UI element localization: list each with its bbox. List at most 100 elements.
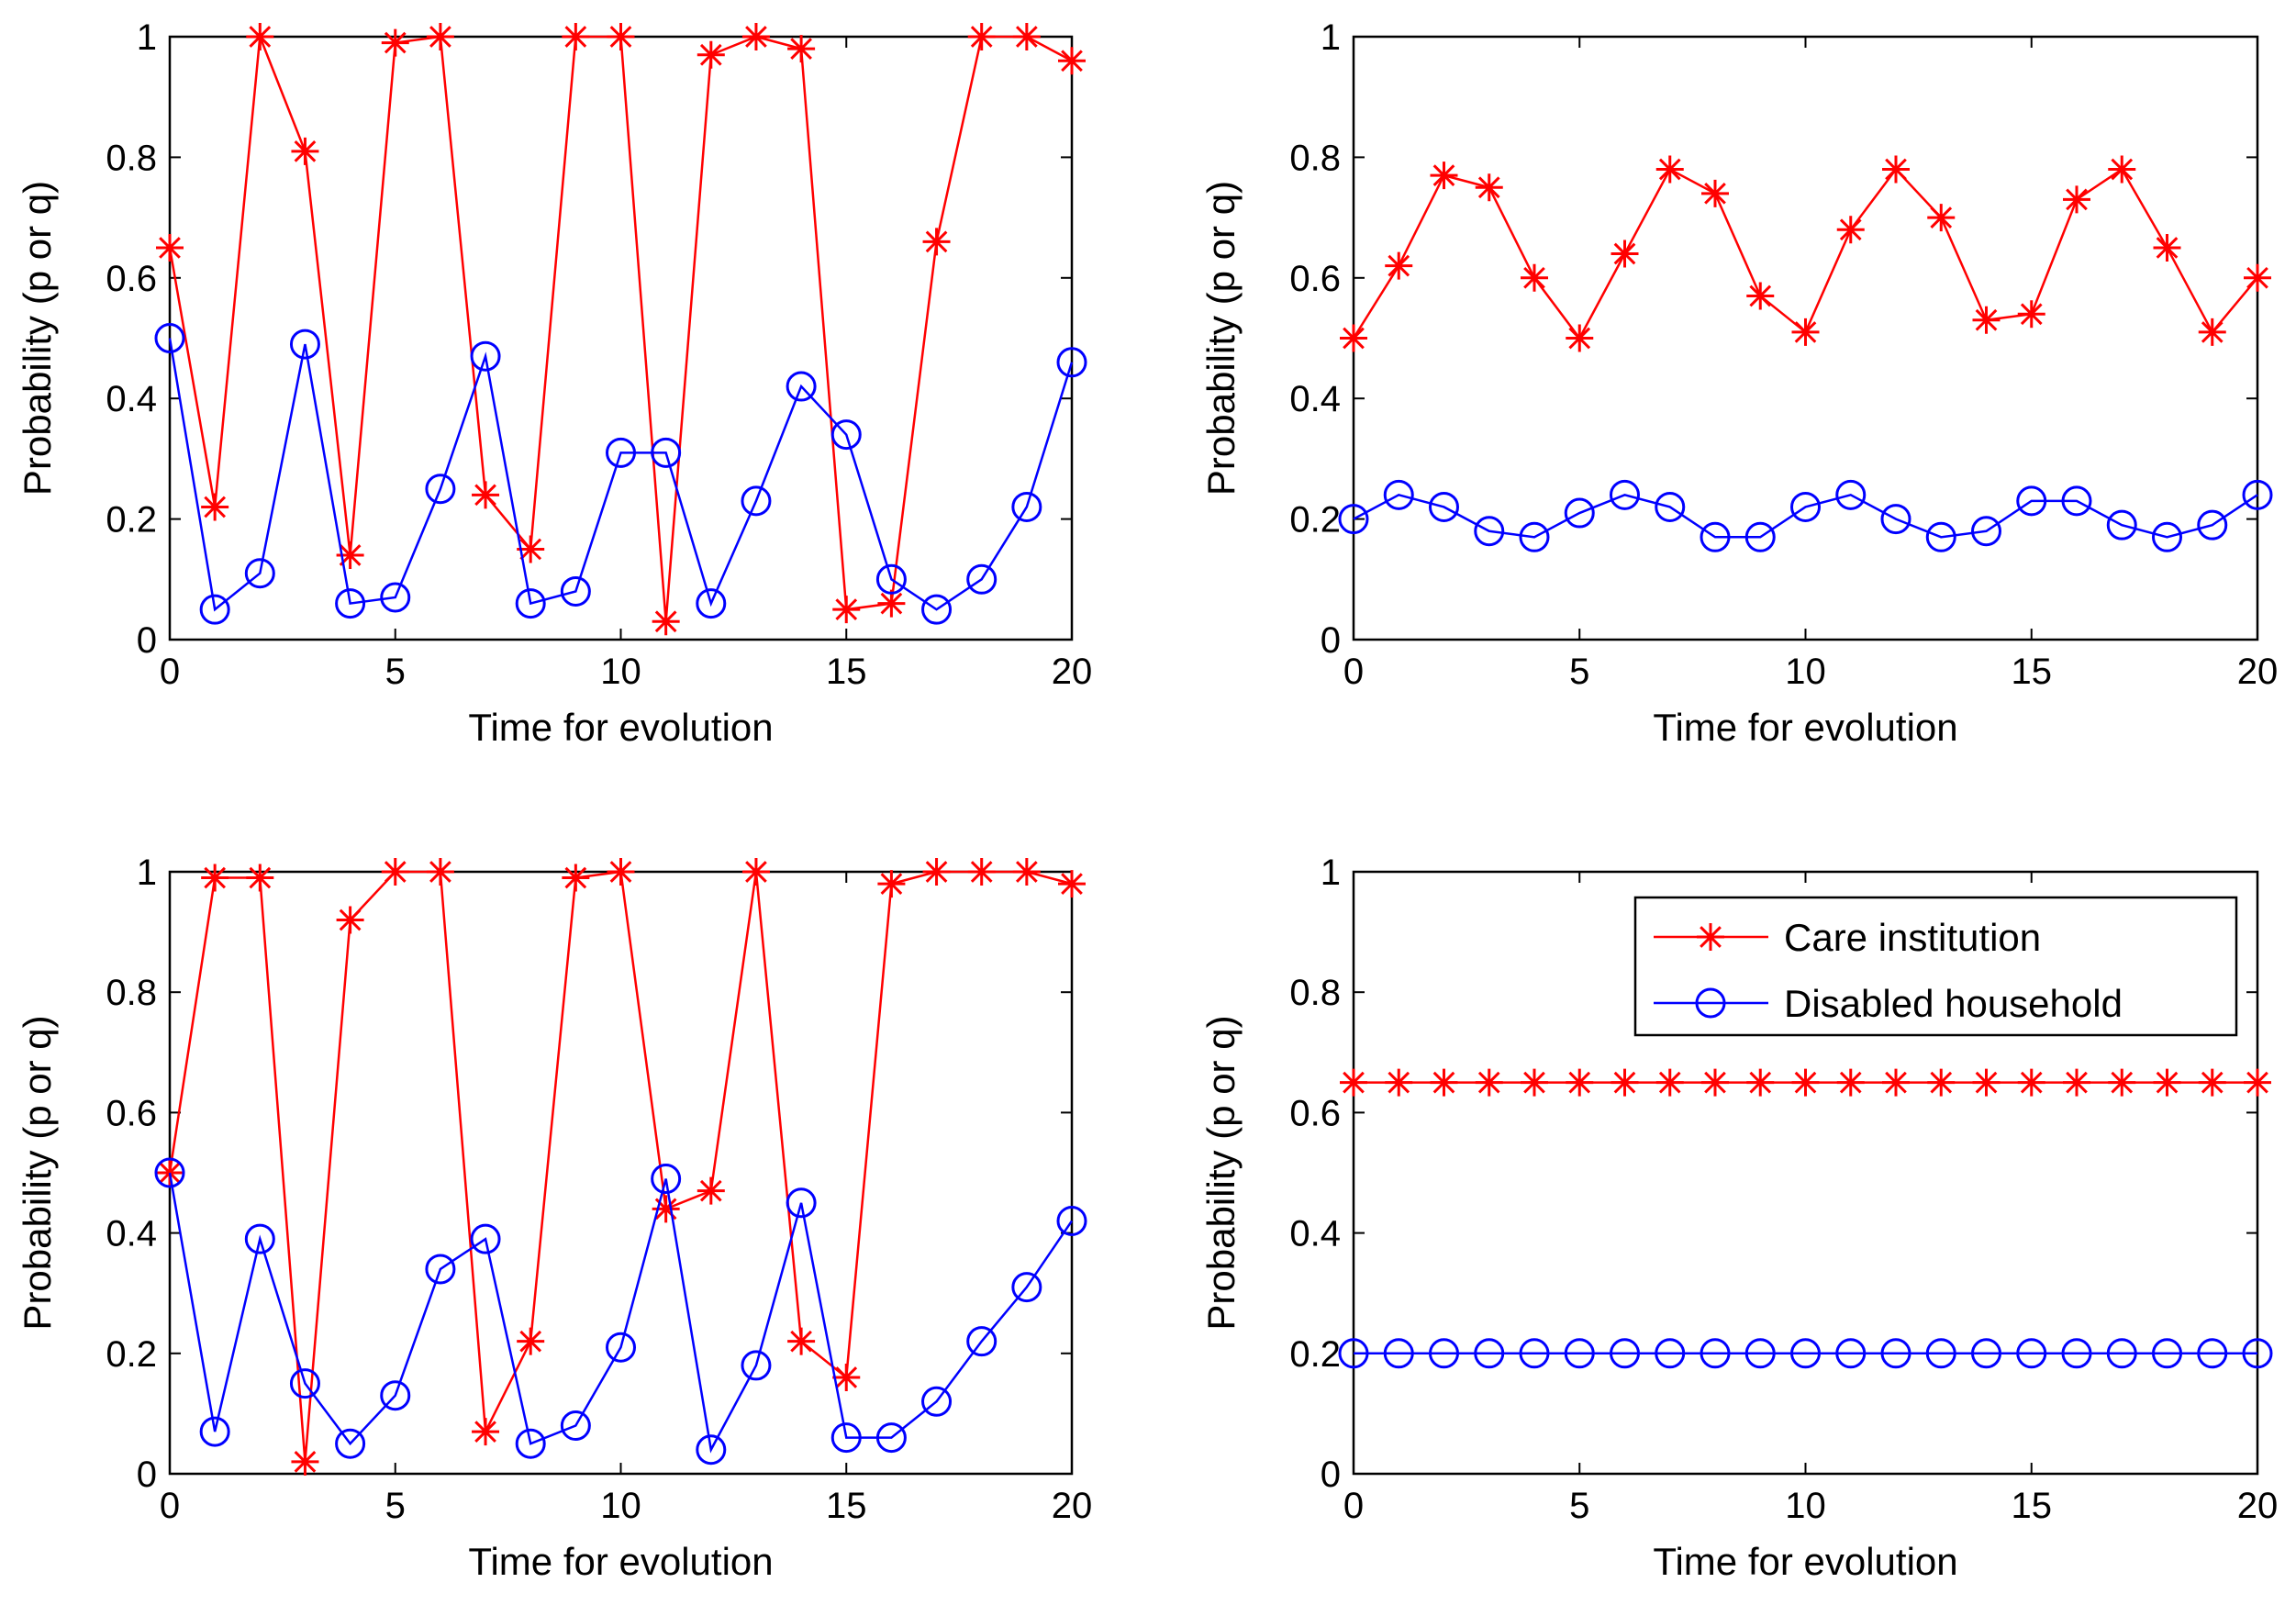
data-point bbox=[967, 23, 996, 50]
data-point bbox=[2198, 1068, 2226, 1097]
data-point bbox=[472, 1418, 500, 1446]
x-tick-label: 15 bbox=[2012, 1486, 2053, 1526]
data-point bbox=[336, 541, 364, 570]
data-point bbox=[560, 575, 591, 607]
data-point bbox=[1474, 516, 1505, 547]
y-tick-label: 0.4 bbox=[106, 1214, 157, 1254]
data-point bbox=[560, 1410, 591, 1442]
data-point bbox=[741, 1350, 772, 1381]
data-point bbox=[426, 858, 454, 886]
x-tick-label: 10 bbox=[600, 652, 641, 692]
x-tick-label: 5 bbox=[1569, 1486, 1589, 1526]
data-point bbox=[1835, 1338, 1867, 1369]
data-point bbox=[199, 594, 230, 625]
data-point bbox=[2242, 479, 2273, 510]
data-point bbox=[741, 485, 772, 517]
y-tick-label: 1 bbox=[1321, 17, 1341, 58]
data-point bbox=[830, 1422, 862, 1454]
data-point bbox=[921, 594, 953, 625]
series-line bbox=[168, 1172, 1074, 1454]
data-point bbox=[2061, 1338, 2092, 1369]
y-tick-label: 0 bbox=[137, 620, 157, 661]
data-point bbox=[562, 23, 590, 50]
data-point bbox=[607, 858, 635, 886]
data-point bbox=[201, 864, 229, 892]
data-point bbox=[786, 371, 817, 402]
y-tick-label: 1 bbox=[137, 853, 157, 893]
data-point bbox=[1610, 479, 1640, 510]
data-point bbox=[1927, 204, 1956, 232]
series-care-institution bbox=[156, 23, 1086, 636]
data-point bbox=[1700, 1338, 1731, 1369]
data-point bbox=[1519, 521, 1550, 552]
data-point bbox=[2152, 1338, 2182, 1369]
axes-box bbox=[168, 870, 1074, 1476]
data-point bbox=[606, 1332, 636, 1363]
y-tick-label: 0.6 bbox=[106, 259, 157, 299]
y-tick-label: 1 bbox=[137, 17, 157, 58]
data-point bbox=[1655, 1068, 1684, 1097]
data-point bbox=[606, 437, 636, 468]
data-point bbox=[1925, 521, 1956, 552]
x-tick-label: 15 bbox=[826, 1486, 867, 1526]
data-point bbox=[1655, 491, 1686, 522]
data-point bbox=[244, 1223, 275, 1254]
series-line bbox=[168, 338, 1074, 612]
data-point bbox=[246, 864, 274, 892]
data-point bbox=[1058, 870, 1086, 898]
data-point bbox=[741, 23, 770, 50]
data-point bbox=[652, 607, 680, 636]
data-point bbox=[607, 23, 635, 50]
x-tick-label: 10 bbox=[1785, 1486, 1826, 1526]
data-point bbox=[1744, 1338, 1776, 1369]
data-point bbox=[1383, 479, 1414, 510]
x-tick-label: 5 bbox=[385, 1486, 406, 1526]
data-point bbox=[1655, 155, 1684, 184]
data-point bbox=[1882, 155, 1910, 184]
x-tick-label: 20 bbox=[2237, 652, 2279, 692]
y-tick-label: 0.2 bbox=[106, 500, 157, 541]
y-tick-label: 0.2 bbox=[1289, 1334, 1341, 1375]
x-tick-label: 20 bbox=[2237, 1486, 2279, 1526]
data-point bbox=[1836, 216, 1865, 244]
legend-entry: Care institution bbox=[1784, 916, 2041, 959]
data-point bbox=[1012, 23, 1041, 50]
data-point bbox=[1566, 324, 1594, 352]
data-point bbox=[1880, 504, 1911, 535]
series-line bbox=[1353, 493, 2258, 539]
data-point bbox=[244, 558, 275, 589]
data-point bbox=[1972, 306, 2001, 334]
data-point bbox=[2017, 300, 2045, 329]
data-point bbox=[1611, 1068, 1639, 1097]
x-axis-label: Time for evolution bbox=[1653, 1540, 1957, 1583]
data-point bbox=[2153, 1068, 2181, 1097]
data-point bbox=[1972, 1068, 2001, 1097]
data-point bbox=[786, 1187, 817, 1219]
data-point bbox=[2153, 233, 2181, 262]
data-point bbox=[2063, 185, 2090, 214]
plot-panel-1: 0 5 10 15 20 0 0.2 0.4 0.6 0.8 1 Time for evolution… bbox=[16, 17, 1092, 749]
data-point bbox=[832, 596, 861, 624]
series-care-institution bbox=[1340, 155, 2271, 352]
data-point bbox=[1925, 1338, 1956, 1369]
plot-panel-4: 0 5 10 15 20 0 0.2 0.4 0.6 0.8 1 Time for evolution… bbox=[1199, 853, 2278, 1583]
x-tick-label: 5 bbox=[1569, 652, 1589, 692]
data-point bbox=[922, 228, 951, 256]
data-point bbox=[1338, 504, 1369, 535]
data-point bbox=[381, 28, 409, 57]
data-point bbox=[1474, 1338, 1505, 1369]
data-point bbox=[651, 1164, 682, 1195]
y-tick-label: 0.6 bbox=[106, 1093, 157, 1133]
x-tick-label: 5 bbox=[385, 652, 406, 692]
data-point bbox=[2197, 1338, 2228, 1369]
data-point bbox=[562, 864, 590, 892]
data-point bbox=[1700, 521, 1731, 552]
data-point bbox=[875, 1422, 907, 1454]
axes-box bbox=[168, 35, 1074, 641]
series-disabled-household bbox=[154, 1157, 1087, 1466]
x-axis-label: Time for evolution bbox=[468, 706, 773, 749]
data-point bbox=[2244, 1068, 2271, 1097]
data-point bbox=[832, 1364, 861, 1392]
y-tick-label: 0.6 bbox=[1289, 259, 1341, 299]
data-point bbox=[291, 1447, 319, 1476]
